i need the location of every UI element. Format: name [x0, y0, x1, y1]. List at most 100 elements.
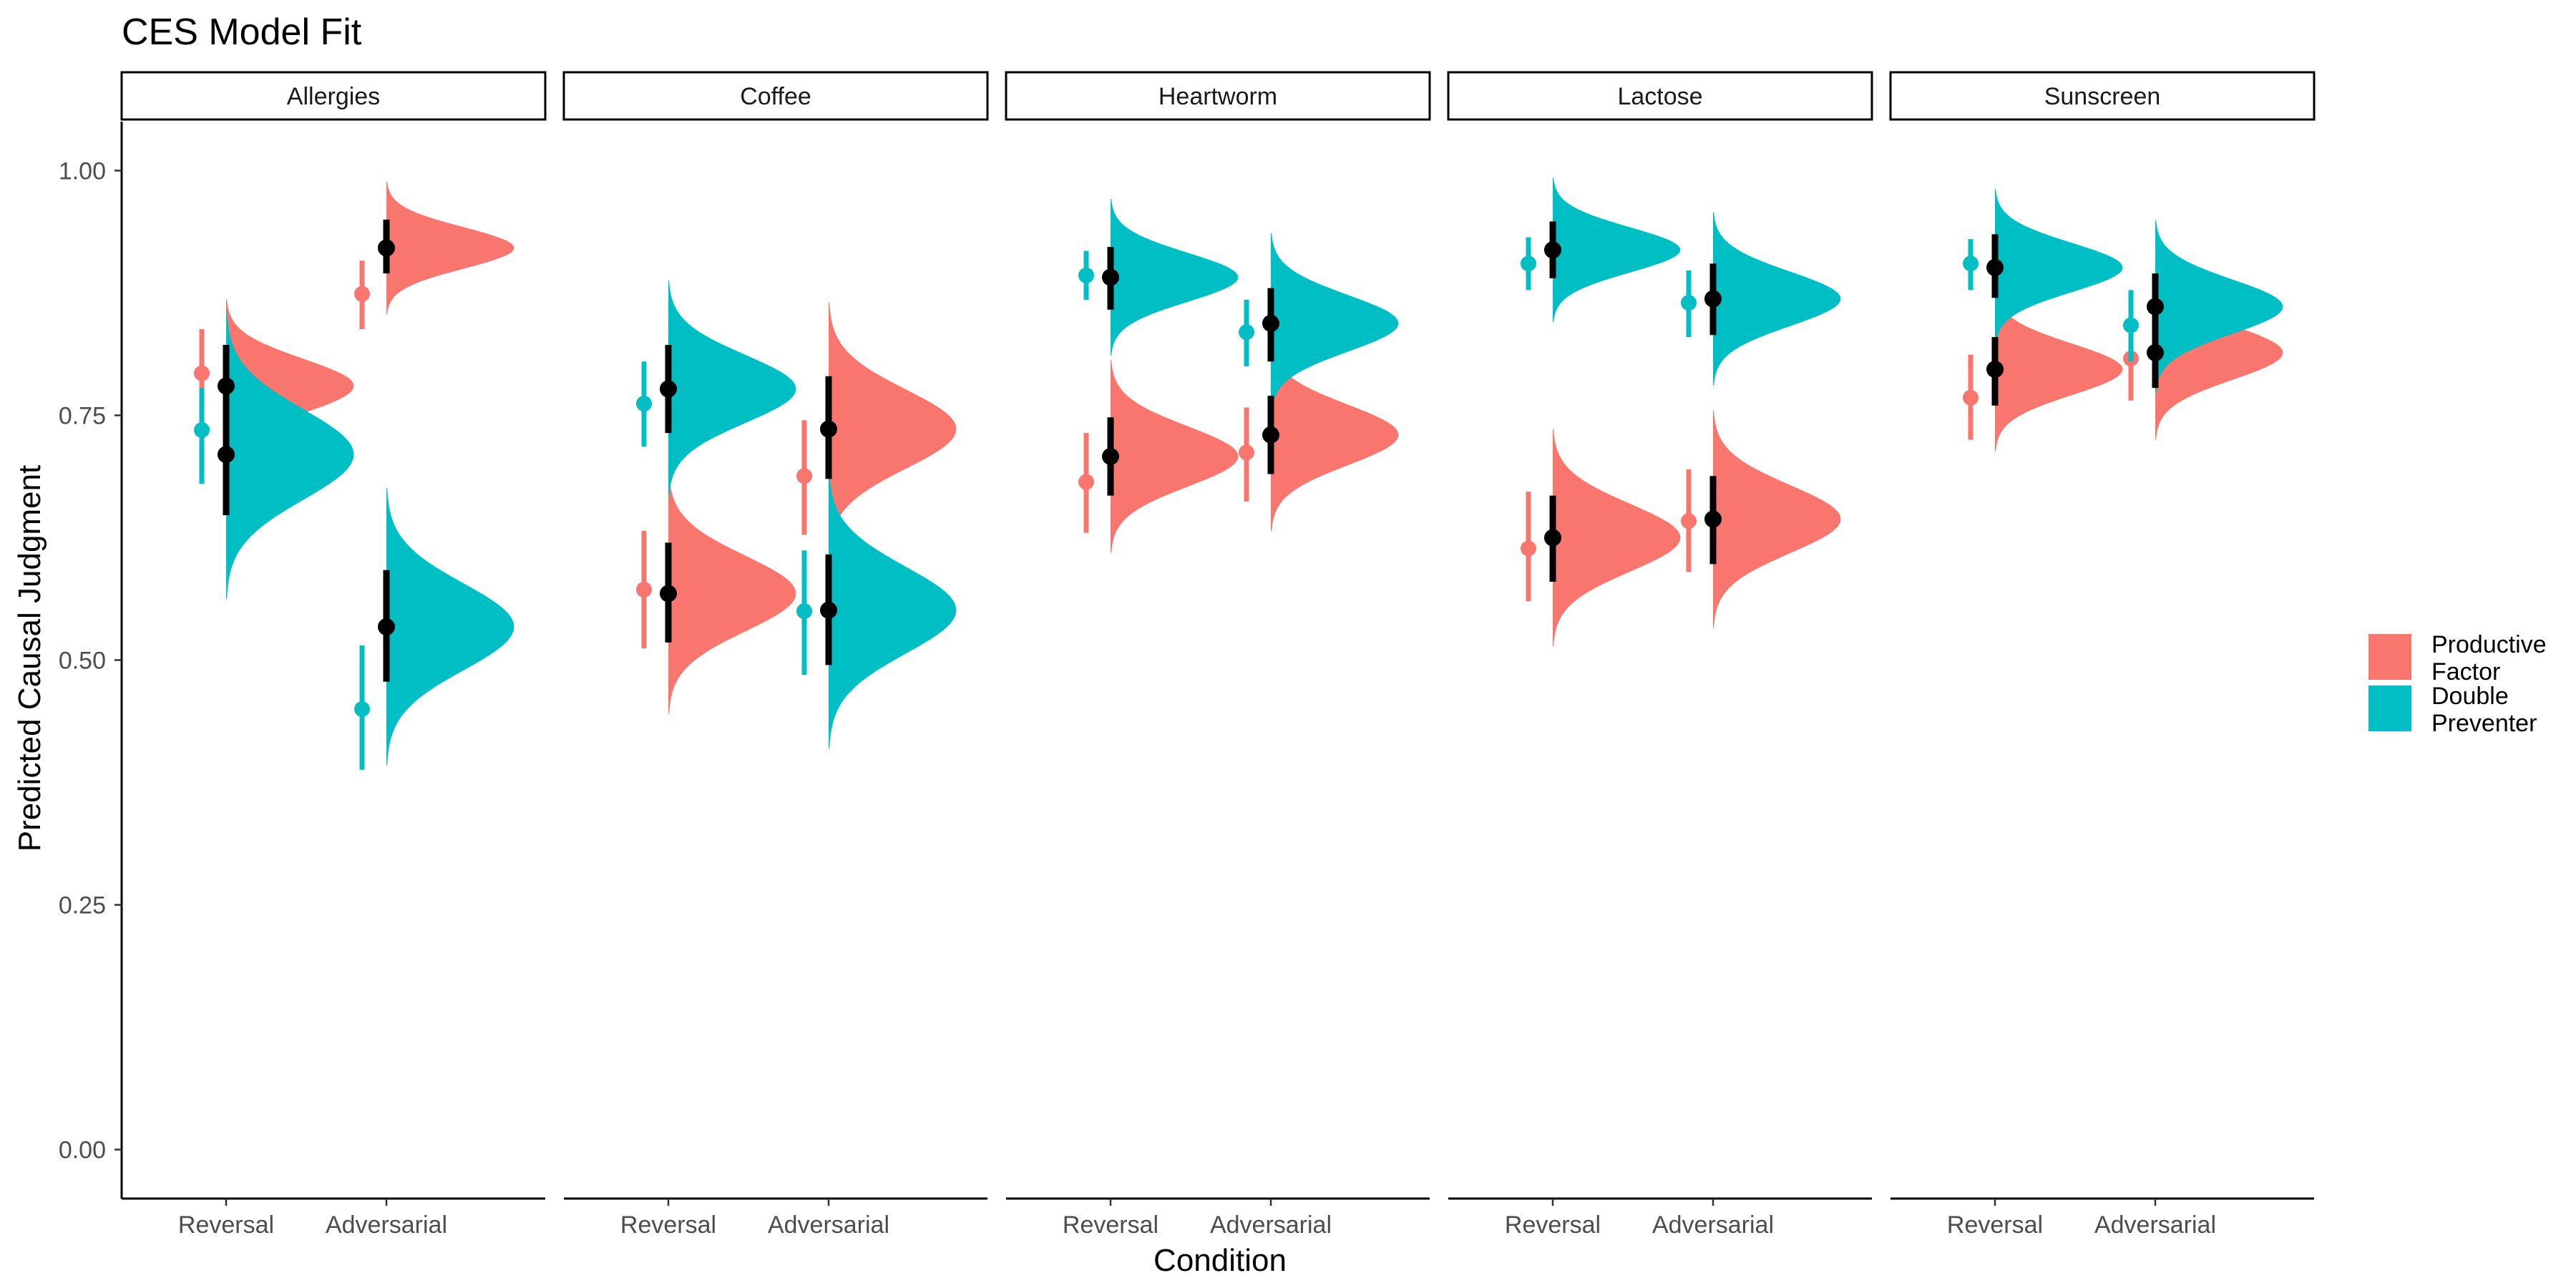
observed-point-dp: [2123, 317, 2139, 333]
facet-strip-label: Heartworm: [1158, 83, 1277, 110]
x-tick-label: Adversarial: [326, 1211, 447, 1239]
facet-panels: Allergies Reversal Adversarial Coffee Revers…: [120, 71, 2316, 1239]
x-tick-label: Adversarial: [1210, 1211, 1332, 1239]
observed-point-dp: [1239, 324, 1254, 341]
half-violin-pf: [668, 473, 796, 714]
facet-panel-coffee: Coffee Reversal Adversarial: [562, 71, 989, 1239]
x-axis-title: Condition: [1153, 1243, 1287, 1278]
observed-point-dp: [1681, 295, 1697, 311]
half-violin-pf: [1553, 429, 1681, 647]
y-tick-label: 0.25: [59, 892, 106, 919]
facet-strip: [1005, 71, 1431, 121]
half-violin-dp: [2155, 220, 2283, 394]
legend-label-line: Double: [2431, 683, 2509, 710]
facet-panel-heartworm: Heartworm Reversal Adversarial: [1005, 71, 1431, 1239]
facet-strip-label: Sunscreen: [2044, 83, 2161, 110]
observed-point-dp: [1078, 267, 1094, 283]
half-violin-pf: [386, 181, 514, 315]
legend-label-line: Factor: [2431, 658, 2500, 686]
facet-panel-sunscreen: Sunscreen Reversal Adversarial: [1889, 71, 2316, 1239]
observed-point-pf: [1681, 513, 1697, 530]
legend-swatch-pf: [2368, 634, 2411, 680]
x-tick-label: Adversarial: [2094, 1211, 2216, 1239]
y-tick-label: 0.00: [59, 1137, 106, 1164]
y-tick-label: 0.75: [59, 402, 106, 429]
x-tick-label: Reversal: [1063, 1211, 1158, 1239]
observed-point-pf: [354, 286, 370, 302]
y-axis: 0.00 0.25 0.50 0.75 1.00: [59, 122, 123, 1199]
half-violin-dp: [1553, 177, 1681, 323]
model-point: [1704, 510, 1722, 528]
observed-point-dp: [636, 396, 652, 412]
legend-swatch-dp: [2368, 686, 2411, 731]
half-violin-pf: [1713, 410, 1841, 628]
observed-point-pf: [1521, 540, 1536, 557]
chart-title: CES Model Fit: [122, 11, 362, 53]
half-violin-dp: [386, 488, 514, 766]
y-tick-label: 0.50: [59, 648, 106, 675]
observed-point-dp: [796, 603, 812, 620]
facet-strip-label: Lactose: [1617, 83, 1702, 110]
observed-point-pf: [636, 581, 652, 597]
model-point: [660, 380, 677, 398]
half-violin-pf: [1271, 338, 1399, 532]
model-point: [218, 377, 235, 395]
model-point: [820, 601, 837, 619]
model-point: [2147, 298, 2164, 316]
observed-point-dp: [354, 701, 370, 717]
observed-point-pf: [1239, 444, 1254, 461]
x-tick-label: Reversal: [178, 1211, 274, 1239]
facet-strip: [1889, 71, 2316, 121]
facet-strip: [1447, 71, 1873, 121]
model-point: [660, 585, 677, 602]
observed-point-pf: [1078, 474, 1094, 490]
model-point: [218, 446, 235, 464]
observed-point-dp: [1521, 255, 1536, 272]
model-point: [1986, 258, 2004, 276]
observed-point-dp: [194, 421, 210, 438]
observed-point-pf: [1963, 389, 1979, 406]
half-violin-dp: [1713, 212, 1841, 386]
y-tick-label: 1.00: [59, 157, 106, 185]
half-violin-dp: [829, 472, 957, 749]
model-point: [1262, 314, 1279, 332]
half-violin-pf: [1995, 287, 2123, 452]
facet-strip-label: Coffee: [740, 83, 811, 110]
half-violin-dp: [668, 280, 796, 498]
half-violin-dp: [1271, 233, 1399, 414]
model-point: [378, 239, 395, 257]
model-point: [1102, 447, 1119, 465]
x-tick-label: Reversal: [1947, 1211, 2043, 1239]
x-tick-label: Reversal: [620, 1211, 716, 1239]
facet-panel-lactose: Lactose Reversal Adversarial: [1447, 71, 1873, 1239]
x-tick-label: Adversarial: [1652, 1211, 1774, 1239]
legend-label-line: Productive: [2431, 631, 2547, 658]
legend-label-pf: Productive Factor: [2431, 631, 2547, 686]
model-point: [1544, 241, 1561, 259]
facet-strip-label: Allergies: [287, 83, 380, 110]
observed-point-pf: [194, 365, 210, 381]
legend-label-dp: Double Preventer: [2431, 683, 2537, 737]
model-point: [1986, 361, 2004, 379]
facet-panel-allergies: Allergies Reversal Adversarial: [120, 71, 547, 1239]
facet-strip: [562, 71, 989, 121]
model-point: [1262, 426, 1279, 444]
half-violin-pf: [829, 302, 957, 556]
half-violin-dp: [1995, 189, 2123, 346]
model-point: [820, 420, 837, 438]
x-tick-label: Adversarial: [768, 1211, 889, 1239]
model-point: [1544, 529, 1561, 547]
model-point: [2147, 343, 2164, 361]
facet-strip: [120, 71, 547, 121]
model-point: [1102, 268, 1119, 286]
model-point: [378, 618, 395, 635]
legend-label-line: Preventer: [2431, 710, 2537, 737]
model-point: [1704, 290, 1722, 308]
y-axis-title: Predicted Causal Judgment: [12, 465, 47, 852]
half-violin-dp: [226, 310, 354, 600]
x-tick-label: Reversal: [1505, 1211, 1601, 1239]
half-violin-pf: [1111, 360, 1239, 553]
observed-point-pf: [796, 468, 812, 484]
